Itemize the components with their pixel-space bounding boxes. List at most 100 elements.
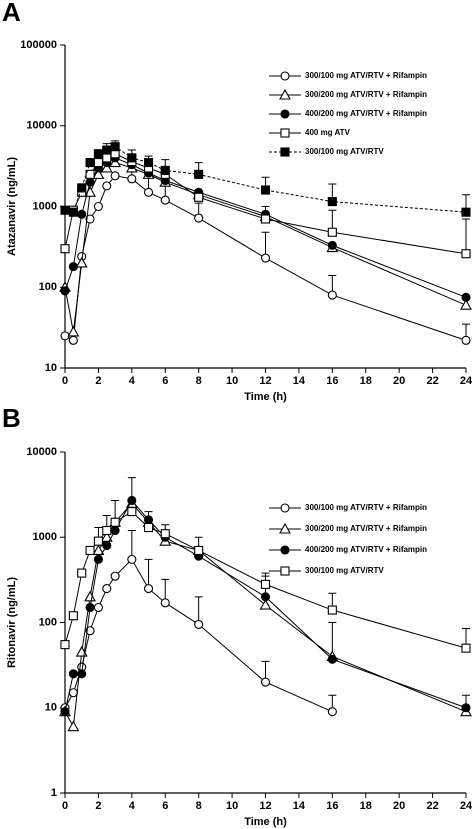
marker	[77, 669, 87, 679]
x-tick-label: 22	[426, 800, 438, 812]
marker	[260, 214, 271, 224]
series-line	[64, 162, 467, 332]
marker	[160, 529, 170, 539]
marker	[160, 165, 170, 175]
marker	[461, 703, 471, 713]
marker	[85, 158, 95, 168]
marker	[143, 522, 154, 533]
marker	[194, 619, 204, 629]
y-axis-title: Ritonavir (ng/mL)	[6, 577, 18, 668]
marker	[93, 149, 103, 159]
marker	[92, 544, 105, 556]
marker	[93, 602, 103, 613]
y-tick-label: 100000	[20, 39, 57, 51]
marker	[461, 207, 471, 217]
legend-marker	[280, 545, 290, 555]
marker	[84, 590, 96, 602]
marker	[110, 171, 120, 181]
marker	[67, 325, 80, 337]
marker	[85, 214, 95, 224]
legend-marker	[280, 503, 290, 513]
marker	[60, 286, 70, 296]
marker	[77, 568, 87, 578]
legend-marker	[280, 128, 290, 138]
series-line	[64, 499, 467, 712]
marker	[461, 335, 471, 345]
x-tick-label: 22	[426, 375, 438, 387]
marker	[102, 525, 112, 536]
legend-marker	[280, 566, 290, 576]
legend-label: 400 mg ATV	[305, 128, 351, 137]
legend-marker	[279, 522, 291, 534]
marker	[102, 540, 112, 551]
marker	[68, 262, 78, 272]
y-axis-title: Atazanavir (ng/mL)	[6, 157, 18, 256]
marker	[102, 584, 112, 594]
marker	[110, 571, 120, 581]
x-tick-label: 12	[259, 800, 271, 812]
marker	[259, 598, 272, 610]
panel-letter: A	[2, 0, 21, 27]
y-tick-label: 1	[51, 787, 57, 799]
legend-label: 300/100 mg ATV/RTV + Rifampin	[305, 71, 427, 80]
legend-label: 400/200 mg ATV/RTV + Rifampin	[305, 545, 427, 554]
x-tick-label: 4	[129, 800, 136, 812]
marker	[68, 335, 78, 345]
y-tick-label: 10	[45, 702, 57, 714]
x-tick-label: 10	[226, 375, 238, 387]
marker	[60, 640, 70, 650]
series-line	[64, 157, 467, 298]
y-tick-label: 1000	[33, 531, 57, 543]
marker	[160, 598, 170, 608]
x-tick-label: 2	[95, 800, 101, 812]
marker	[127, 495, 137, 506]
marker	[93, 201, 103, 212]
x-tick-label: 4	[129, 375, 136, 387]
y-tick-label: 100	[39, 616, 57, 628]
marker	[77, 209, 87, 219]
marker	[327, 240, 337, 250]
marker	[327, 654, 337, 664]
marker	[110, 142, 120, 152]
marker	[92, 168, 105, 179]
x-axis-title: Time (h)	[244, 391, 287, 403]
marker	[327, 707, 337, 717]
marker	[143, 158, 154, 168]
y-tick-label: 10000	[26, 120, 57, 132]
panel-letter: B	[2, 403, 21, 433]
marker	[110, 525, 120, 536]
legend-marker	[280, 109, 290, 119]
marker	[60, 707, 70, 717]
y-tick-label: 10	[45, 362, 57, 374]
marker	[85, 545, 95, 556]
marker	[143, 515, 154, 525]
marker	[85, 602, 95, 613]
x-tick-label: 8	[196, 800, 202, 812]
marker	[143, 584, 154, 594]
x-axis-title: Time (h)	[244, 816, 287, 828]
legend-marker	[280, 147, 290, 157]
marker	[327, 290, 337, 300]
x-tick-label: 20	[393, 375, 405, 387]
marker	[160, 195, 170, 205]
marker	[461, 292, 471, 302]
legend-label: 400/200 mg ATV/RTV + Rifampin	[305, 109, 427, 118]
x-tick-label: 6	[162, 800, 168, 812]
x-tick-label: 24	[460, 375, 473, 387]
x-tick-label: 14	[293, 800, 306, 812]
marker	[461, 249, 471, 259]
marker	[327, 197, 337, 207]
x-tick-label: 0	[62, 800, 68, 812]
x-tick-label: 12	[259, 375, 271, 387]
marker	[67, 720, 80, 732]
marker	[260, 677, 271, 687]
x-tick-label: 18	[360, 800, 372, 812]
y-tick-label: 10000	[26, 446, 57, 458]
marker	[327, 227, 337, 237]
marker	[102, 181, 112, 191]
legend-label: 300/100 mg ATV/RTV	[305, 147, 384, 156]
marker	[194, 192, 204, 202]
marker	[194, 213, 204, 223]
y-tick-label: 100	[39, 281, 57, 293]
